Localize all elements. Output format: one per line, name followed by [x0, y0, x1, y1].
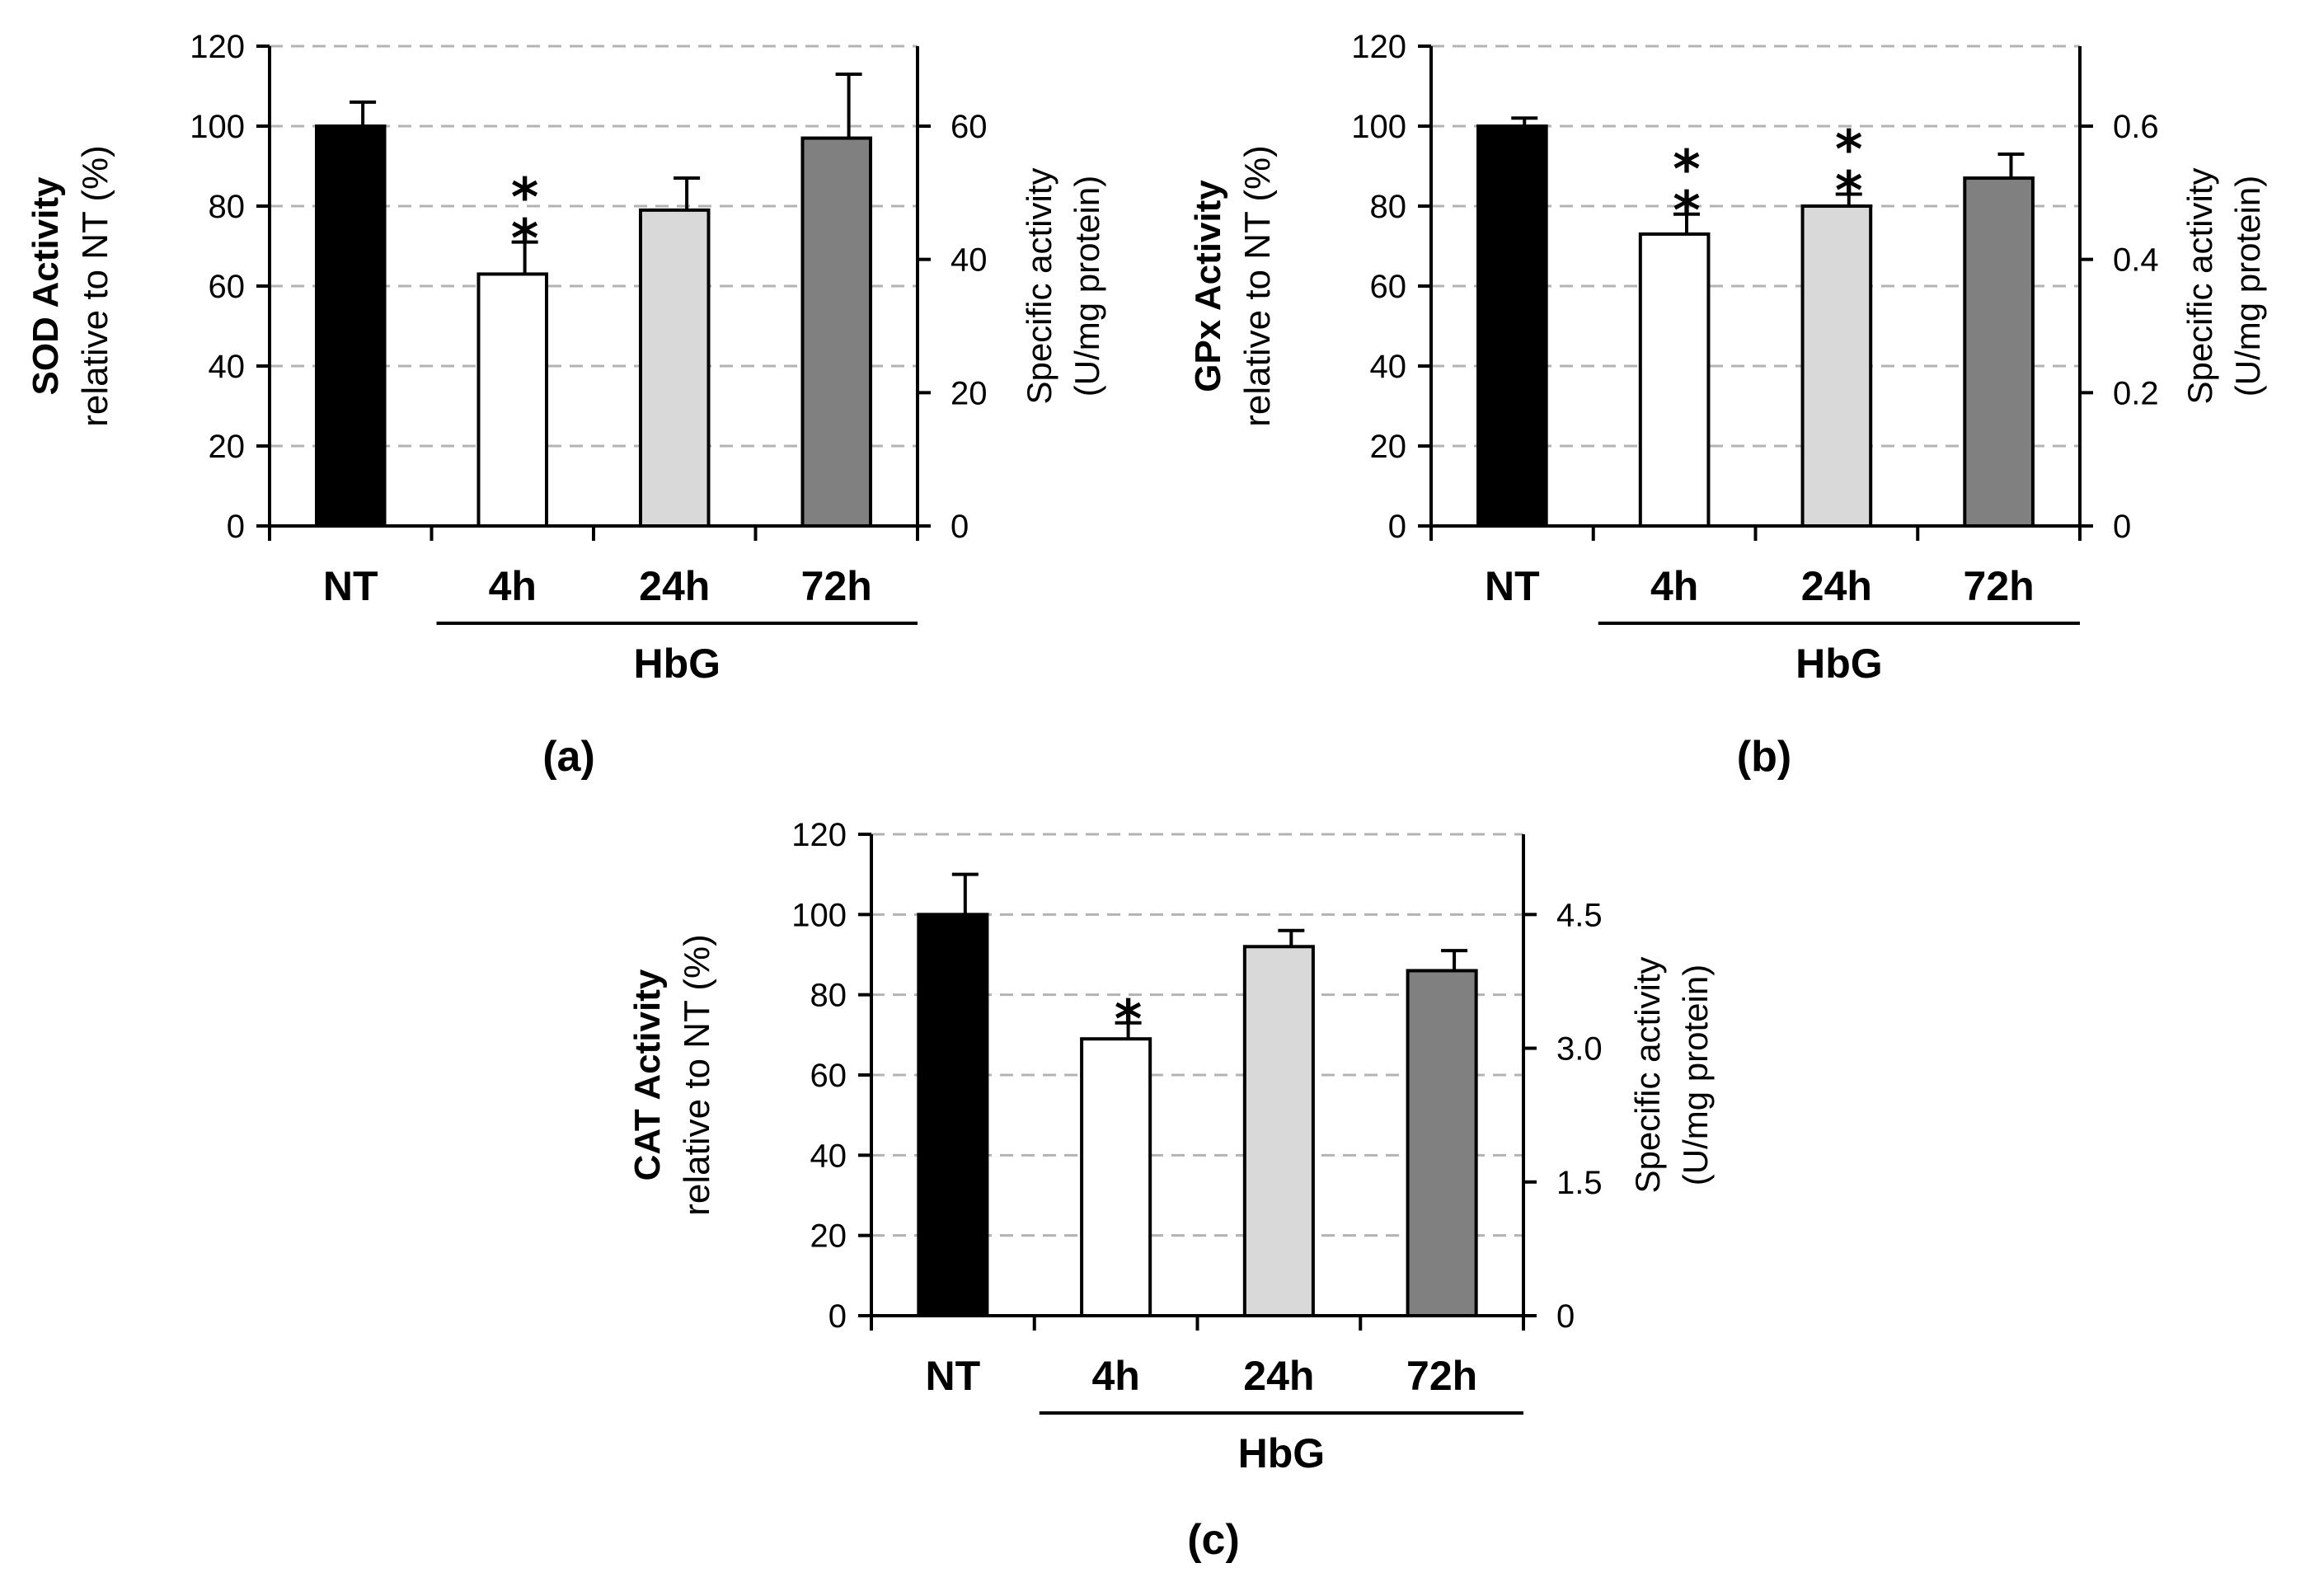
chart-0-category-label-72h: 72h [801, 563, 872, 609]
cat-activity-chart: * 0 20 40 60 80 100 120 0 1.5 3.0 4.5 NT 4h 24h 72h HbG C… [627, 817, 1715, 1564]
chart-1-y-tick-label-3: 60 [1370, 269, 1407, 305]
chart-0-category-label-24h: 24h [639, 563, 710, 609]
chart-1-y2-tick-label-0: 0 [2113, 509, 2131, 545]
chart-1-y-tick-label-0: 0 [1388, 509, 1406, 545]
chart-2-y2-tick-label-1: 1.5 [1556, 1165, 1603, 1201]
chart-0-y-tick-label-4: 80 [209, 189, 246, 225]
chart-1-y-tick-label-5: 100 [1351, 109, 1406, 145]
chart-0-bar-4h [476, 272, 549, 528]
chart-2-bar-4h [1080, 1037, 1152, 1317]
chart-0-group-label: HbG [633, 641, 721, 687]
chart-2-bar-24h [1242, 945, 1315, 1318]
chart-2-y-tick-label-2: 40 [810, 1138, 847, 1174]
chart-1-y2-tick-label-2: 0.4 [2113, 242, 2159, 279]
chart-2-y2-tick-label-3: 4.5 [1556, 897, 1603, 933]
chart-2-bar-NT [917, 913, 989, 1318]
chart-0-category-label-NT: NT [323, 563, 378, 609]
chart-0-y-tick-label-2: 40 [209, 349, 246, 385]
chart-1-ylabel: relative to NT (%) [1237, 145, 1278, 427]
chart-2-category-label-4h: 4h [1091, 1353, 1139, 1399]
chart-0-bar-72h [800, 136, 873, 528]
chart-1-category-label-NT: NT [1485, 563, 1540, 609]
chart-0-y-tick-label-5: 100 [190, 109, 245, 145]
chart-0-ylabel: relative to NT (%) [75, 145, 115, 427]
chart-0-y2label-line1: Specific activity [1020, 167, 1058, 404]
chart-0-y-tick-label-6: 120 [190, 29, 245, 65]
chart-2-panel-label: (c) [1187, 1516, 1240, 1564]
chart-1-category-label-72h: 72h [1964, 563, 2035, 609]
chart-1-significance-star-2-0: * [1835, 120, 1862, 181]
chart-1-y2-tick-label-3: 0.6 [2113, 109, 2159, 145]
chart-0-significance-star-1-0: * [511, 168, 538, 229]
chart-1-significance-star-1-0: * [1673, 140, 1700, 201]
chart-0-bar-24h [638, 208, 711, 528]
chart-2-significance-star-1-0: * [1115, 990, 1142, 1051]
chart-1-y-tick-label-1: 20 [1370, 429, 1407, 465]
chart-1-category-label-24h: 24h [1801, 563, 1872, 609]
chart-1-category-label-4h: 4h [1650, 563, 1698, 609]
chart-2-y2-tick-label-2: 3.0 [1556, 1031, 1603, 1068]
chart-2-ylabel-title: CAT Activity [627, 969, 668, 1181]
chart-0-y2-tick-label-0: 0 [951, 509, 969, 545]
chart-0-panel-label: (a) [542, 733, 595, 781]
chart-0-y2-tick-label-1: 20 [951, 375, 988, 411]
chart-0-significance-star-1-1: * [511, 209, 538, 270]
chart-2-category-label-NT: NT [926, 1353, 981, 1399]
chart-1-bar-24h [1800, 204, 1873, 528]
chart-2-category-label-24h: 24h [1243, 1353, 1314, 1399]
sod-activity-chart: ** 0 20 40 60 80 100 120 0 20 40 60 NT 4h 24h 72h HbG SOD… [26, 29, 1106, 781]
chart-1-significance-star-1-1: * [1673, 181, 1700, 242]
chart-1-significance-star-2-1: * [1835, 161, 1862, 222]
chart-1-y2label-line2: (U/mg protein) [2228, 176, 2267, 397]
chart-1-ylabel-title: GPx Activity [1188, 180, 1228, 392]
chart-1-y-tick-label-2: 40 [1370, 349, 1407, 385]
chart-0-y2-tick-label-3: 60 [951, 109, 988, 145]
chart-0-y-tick-label-0: 0 [227, 509, 245, 545]
chart-0-bar-NT [314, 124, 387, 528]
chart-1-y2-tick-label-1: 0.2 [2113, 375, 2159, 411]
chart-0-y-tick-label-1: 20 [209, 429, 246, 465]
chart-2-y2label-line2: (U/mg protein) [1676, 965, 1715, 1185]
chart-1-y-tick-label-4: 80 [1370, 189, 1407, 225]
chart-2-y-tick-label-3: 60 [810, 1058, 847, 1094]
chart-0-y2-tick-label-2: 40 [951, 242, 988, 279]
chart-1-panel-label: (b) [1737, 733, 1791, 781]
chart-2-group-label: HbG [1238, 1430, 1326, 1476]
chart-0-ylabel-title: SOD Activity [26, 176, 66, 395]
chart-1-bar-NT [1476, 124, 1548, 528]
chart-1-bar-72h [1963, 176, 2035, 528]
chart-2-bar-72h [1406, 969, 1478, 1317]
chart-2-y2label-line1: Specific activity [1628, 956, 1667, 1193]
chart-2-category-label-72h: 72h [1406, 1353, 1477, 1399]
chart-1-y2label-line1: Specific activity [2180, 167, 2219, 404]
chart-2-y-tick-label-5: 100 [791, 897, 847, 933]
chart-1-y-tick-label-6: 120 [1351, 29, 1406, 65]
chart-1-group-label: HbG [1795, 641, 1883, 687]
chart-0-y-tick-label-3: 60 [209, 269, 246, 305]
chart-2-y-tick-label-0: 0 [828, 1298, 847, 1335]
chart-2-y2-tick-label-0: 0 [1556, 1298, 1575, 1335]
chart-0-category-label-4h: 4h [489, 563, 537, 609]
chart-2-ylabel: relative to NT (%) [677, 934, 717, 1216]
chart-2-y-tick-label-4: 80 [810, 978, 847, 1014]
chart-2-y-tick-label-6: 120 [791, 817, 847, 853]
chart-1-bar-4h [1638, 232, 1711, 528]
chart-0-y2label-line2: (U/mg protein) [1068, 176, 1106, 397]
chart-2-y-tick-label-1: 20 [810, 1218, 847, 1255]
